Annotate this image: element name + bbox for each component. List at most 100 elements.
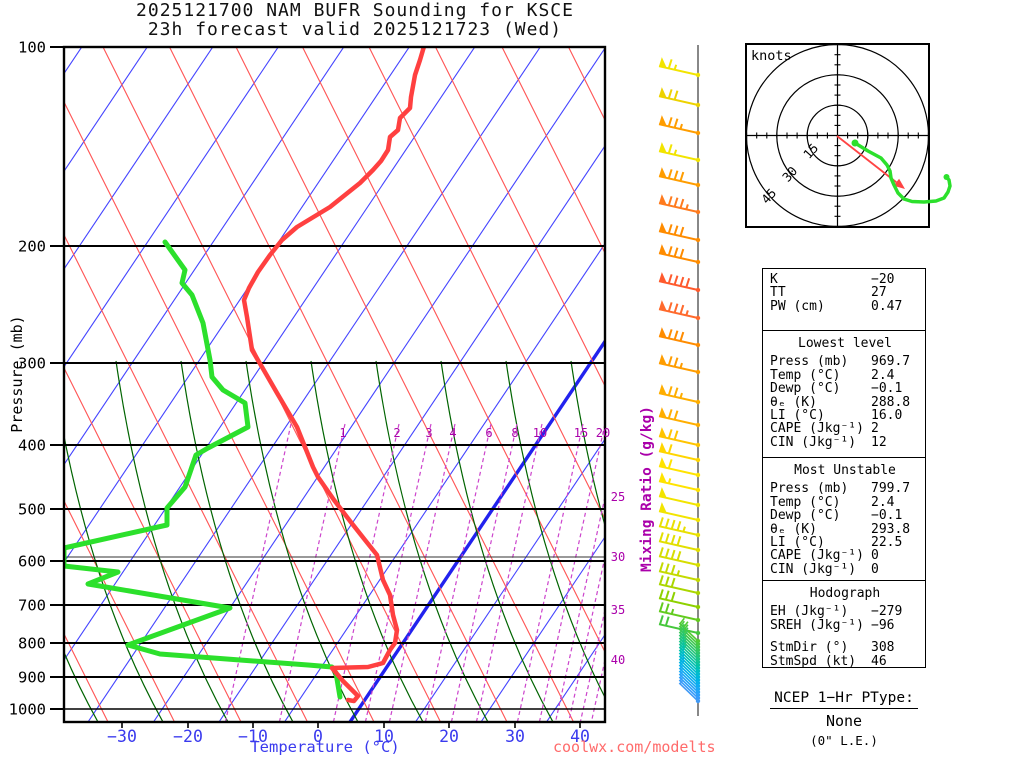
pressure-tick-label: 300	[18, 355, 46, 373]
index-label: Temp (°C)	[770, 367, 841, 383]
barb-full	[659, 575, 664, 585]
barb-flag	[659, 502, 667, 513]
barb-full	[679, 171, 685, 182]
barb-full	[667, 386, 673, 396]
barb-flag	[659, 384, 667, 395]
barb-full	[679, 331, 685, 342]
mixing-ratio-label: 25	[611, 490, 625, 504]
barb-base-dot	[695, 547, 701, 553]
barb-full	[679, 656, 685, 664]
barb-base-dot	[695, 287, 701, 293]
barb-full	[659, 517, 664, 527]
barb-base-dot	[695, 422, 701, 428]
index-row: LI (°C) 16.0	[770, 409, 920, 423]
moist-adiabat-line	[505, 360, 606, 701]
barb-full	[667, 246, 673, 256]
barb-staff	[658, 597, 699, 608]
barb-staff	[658, 230, 699, 241]
barb-staff	[658, 175, 699, 186]
barb-base-dot	[695, 157, 701, 163]
isotherm-line	[63, 48, 279, 370]
barb-full	[670, 564, 676, 575]
barb-base-dot	[695, 315, 701, 321]
barb-flag	[659, 57, 667, 68]
moist-adiabat-line	[63, 428, 164, 721]
mixing-ratio-label: 10	[533, 426, 547, 440]
index-label: K	[770, 272, 778, 287]
indices-section-lowest-level: Lowest level Press (mb) 969.7 Temp (°C) 2.4 D…	[762, 330, 926, 458]
barb-full	[679, 304, 685, 315]
wind-barb	[658, 354, 701, 375]
isotherm-0c-line	[348, 336, 606, 721]
index-value: 288.8	[871, 394, 911, 410]
moist-adiabat-line	[570, 360, 606, 532]
index-label: θₑ (K)	[770, 521, 817, 537]
barb-flag	[659, 354, 667, 365]
barb-base-dot	[695, 209, 701, 215]
barb-full	[667, 144, 673, 154]
mixing-ratio-label: 15	[574, 426, 588, 440]
moist-adiabat-line	[375, 360, 489, 721]
barb-full	[667, 444, 673, 454]
dewpoint-trace	[63, 239, 343, 700]
isotherm-line	[63, 48, 148, 174]
page-title: 2025121700 NAM BUFR Sounding for KSCE 23…	[30, 1, 680, 39]
pressure-tick-label: 200	[18, 238, 46, 256]
barb-half	[682, 644, 687, 649]
barb-full	[673, 225, 679, 236]
index-row: Temp (°C) 2.4	[770, 495, 920, 509]
mixing-ratio-line	[279, 423, 346, 721]
section-header: Lowest level	[798, 336, 892, 351]
barb-half	[679, 671, 684, 676]
barb-full	[685, 278, 691, 288]
barb-staff	[658, 415, 699, 426]
wind-barb-column	[658, 45, 701, 716]
barb-full	[682, 624, 689, 631]
barb-half	[673, 64, 678, 71]
barb-staff	[658, 252, 699, 263]
temp-tick-label: −10	[238, 727, 268, 746]
index-label: StmDir (°)	[770, 640, 849, 656]
hodograph-ring-label: 45	[758, 185, 779, 206]
wind-barb	[658, 327, 701, 348]
barb-base-dot	[695, 457, 701, 463]
barb-base-dot	[695, 130, 701, 136]
mixing-ratio-line	[333, 423, 400, 721]
barb-flag	[659, 487, 667, 498]
wind-barb	[658, 602, 701, 623]
barb-half	[679, 665, 684, 670]
barb-full	[659, 562, 664, 572]
barb-full	[673, 303, 679, 314]
wind-barb	[658, 222, 701, 243]
barb-staff	[658, 610, 699, 621]
barb-half	[682, 638, 687, 643]
barb-flag	[659, 427, 667, 438]
hodograph-units-label: knots	[751, 48, 792, 64]
barb-staff	[658, 495, 699, 506]
index-label: CAPE (Jkg⁻¹)	[770, 421, 864, 437]
barb-staff	[658, 335, 699, 346]
index-row: Press (mb) 799.7	[770, 482, 920, 496]
barb-full	[673, 330, 679, 341]
mixing-ratio-line	[517, 423, 584, 721]
temp-tick-label: 0	[313, 727, 323, 746]
barb-full	[679, 629, 685, 637]
barb-base-dot	[695, 369, 701, 375]
index-label: CIN (Jkg⁻¹)	[770, 561, 857, 577]
barb-full	[659, 589, 664, 599]
temp-tick-label: 10	[374, 727, 394, 746]
barb-full	[673, 118, 679, 129]
barb-staff	[678, 667, 699, 687]
barb-half	[670, 608, 675, 615]
barb-half	[682, 526, 686, 533]
watermark-link[interactable]: coolwx.com/modelts	[553, 738, 716, 756]
dry-adiabat-line	[63, 231, 308, 721]
wind-barb	[658, 589, 701, 610]
index-value: 12	[871, 434, 887, 450]
mixing-ratio-label: 3	[425, 426, 432, 440]
ptype-title: NCEP 1−Hr PType:	[770, 690, 918, 709]
index-row: CIN (Jkg⁻¹) 0	[770, 561, 920, 577]
indices-section-most-unstable: Most Unstable Press (mb) 799.7 Temp (°C) 2.4…	[762, 457, 926, 581]
barb-base-dot	[695, 399, 701, 405]
ptype-value: None	[825, 712, 863, 730]
